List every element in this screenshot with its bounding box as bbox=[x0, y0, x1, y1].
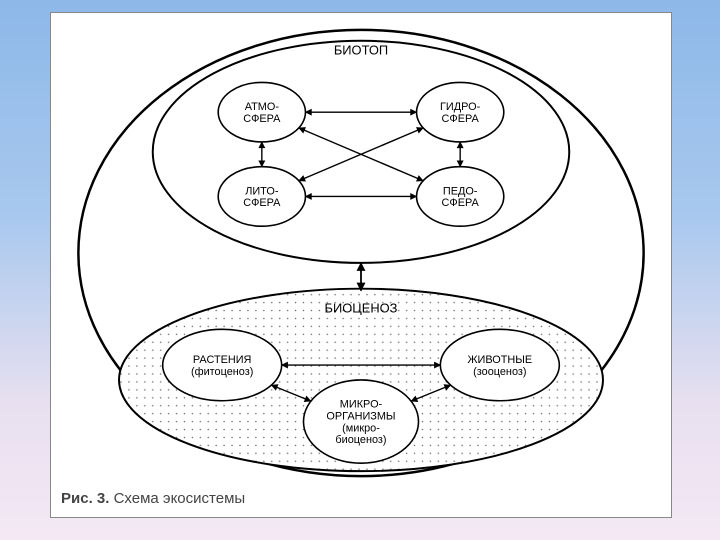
figure-card: БИОТОП БИОЦЕНОЗ АТМО-СФЕРА ГИДРО-СФЕРА ЛИТО-… bbox=[50, 12, 672, 518]
group-label-biotop: БИОТОП bbox=[334, 43, 388, 58]
figure-caption: Рис. 3. Схема экосистемы bbox=[61, 490, 245, 507]
node-label-lito: ЛИТО-СФЕРА bbox=[243, 185, 281, 209]
node-label-hydro: ГИДРО-СФЕРА bbox=[440, 101, 481, 125]
caption-text: Схема экосистемы bbox=[114, 490, 246, 507]
node-label-animals: ЖИВОТНЫЕ(зооценоз) bbox=[467, 354, 532, 378]
ecosystem-diagram: БИОТОП БИОЦЕНОЗ АТМО-СФЕРА ГИДРО-СФЕРА ЛИТО-… bbox=[51, 13, 671, 489]
caption-prefix: Рис. 3. bbox=[61, 490, 109, 507]
node-label-plants: РАСТЕНИЯ(фитоценоз) bbox=[191, 354, 253, 378]
group-label-biocenoz: БИОЦЕНОЗ bbox=[325, 300, 398, 315]
node-label-pedo: ПЕДО-СФЕРА bbox=[442, 185, 480, 209]
group-lobe-biotop bbox=[153, 41, 570, 263]
node-label-atmo: АТМО-СФЕРА bbox=[243, 101, 281, 125]
page-background: БИОТОП БИОЦЕНОЗ АТМО-СФЕРА ГИДРО-СФЕРА ЛИТО-… bbox=[0, 0, 720, 540]
